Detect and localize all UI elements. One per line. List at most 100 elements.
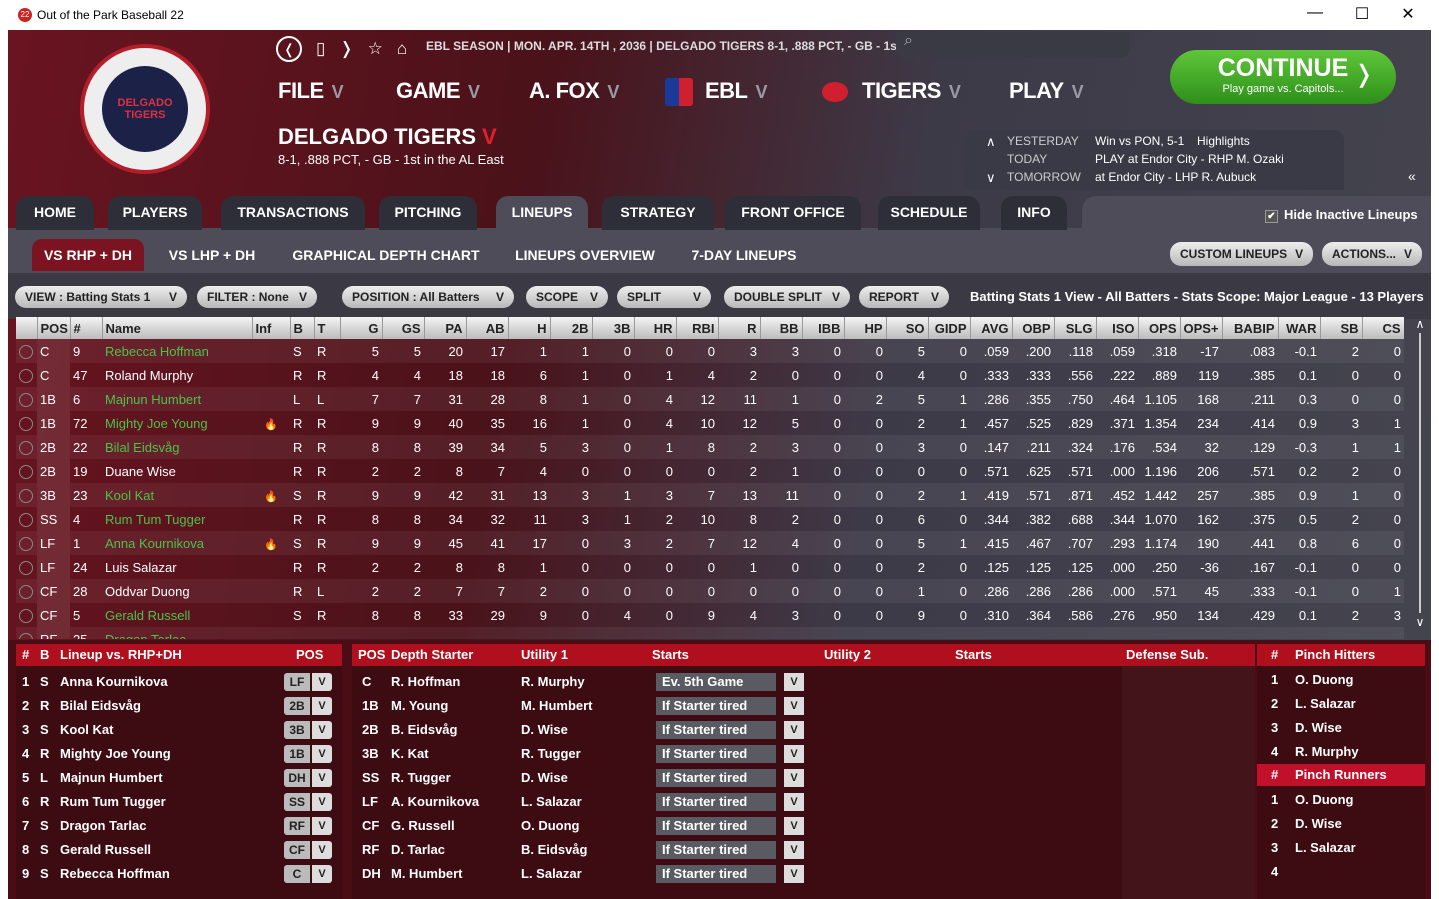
- subtab-4[interactable]: 7-DAY LINEUPS: [691, 247, 797, 263]
- row-radio[interactable]: [19, 608, 33, 623]
- pinch-runner-row[interactable]: 2 D. Wise: [1271, 816, 1342, 831]
- column-header[interactable]: GIDP: [928, 317, 971, 339]
- menu-league[interactable]: EBL V: [665, 78, 767, 107]
- player-name[interactable]: Rum Tum Tugger: [105, 511, 206, 527]
- page-icon[interactable]: ▯: [316, 39, 326, 58]
- lineup-pos[interactable]: SS: [284, 793, 310, 811]
- tab-schedule[interactable]: SCHEDULE: [878, 196, 980, 230]
- actions-button[interactable]: ACTIONS... V: [1322, 242, 1423, 266]
- team-name[interactable]: DELGADO TIGERS V: [278, 124, 497, 149]
- column-header[interactable]: Inf: [252, 317, 291, 339]
- lineup-player[interactable]: Majnun Humbert: [60, 770, 163, 785]
- row-radio[interactable]: [19, 416, 33, 431]
- menu-team[interactable]: TIGERS V: [822, 78, 961, 104]
- starts-dropdown[interactable]: If Starter tired: [656, 841, 776, 859]
- lineup-pos[interactable]: LF: [284, 673, 310, 691]
- column-header[interactable]: HP: [844, 317, 887, 339]
- chevron-down-icon[interactable]: V: [312, 673, 332, 691]
- row-radio[interactable]: [19, 584, 33, 599]
- player-name[interactable]: Roland Murphy: [105, 367, 194, 383]
- chevron-down-icon[interactable]: V: [312, 793, 332, 811]
- chevron-down-icon[interactable]: V: [784, 817, 804, 835]
- lineup-row[interactable]: 7 S Dragon Tarlac RF V: [16, 814, 342, 838]
- starts-dropdown[interactable]: If Starter tired: [656, 793, 776, 811]
- custom-lineups-button[interactable]: CUSTOM LINEUPS V: [1170, 242, 1314, 266]
- chevron-down-icon[interactable]: V: [784, 841, 804, 859]
- collapse-icon[interactable]: «: [1408, 168, 1416, 184]
- chevron-down-icon[interactable]: V: [784, 745, 804, 763]
- column-header[interactable]: BB: [760, 317, 803, 339]
- chevron-down-icon[interactable]: V: [784, 721, 804, 739]
- column-header[interactable]: 2B: [550, 317, 593, 339]
- maximize-button[interactable]: ☐: [1354, 6, 1370, 23]
- up-arrow-icon[interactable]: ∧: [986, 134, 996, 149]
- table-row[interactable]: LF 1 Anna Kournikova 🔥 S R 9 9 45 41 17 0 3 2 7 12 4 0 0 5 1…: [16, 531, 1404, 555]
- row-radio[interactable]: [19, 536, 33, 551]
- menu-play[interactable]: PLAY V: [1009, 78, 1084, 103]
- row-radio[interactable]: [19, 464, 33, 479]
- column-header[interactable]: SLG: [1054, 317, 1097, 339]
- filter-dropdown-1[interactable]: FILTER : None V: [197, 286, 317, 308]
- column-header[interactable]: #: [70, 317, 103, 339]
- depth-starter[interactable]: G. Russell: [391, 818, 455, 833]
- starts-dropdown[interactable]: If Starter tired: [656, 697, 776, 715]
- lineup-player[interactable]: Bilal Eidsvåg: [60, 698, 141, 713]
- player-name[interactable]: Oddvar Duong: [102, 579, 252, 603]
- player-name[interactable]: Luis Salazar: [105, 559, 177, 575]
- table-row[interactable]: 1B 6 Majnun Humbert L L 7 7 31 28 8 1 0 4 12 11 1 0 2 5 1.2…: [16, 387, 1404, 411]
- back-icon[interactable]: ❬: [276, 36, 302, 62]
- depth-starter[interactable]: M. Young: [391, 698, 449, 713]
- lineup-row[interactable]: 2 R Bilal Eidsvåg 2B V: [16, 694, 342, 718]
- lineup-pos[interactable]: 3B: [284, 721, 310, 739]
- table-row[interactable]: 1B 72 Mighty Joe Young 🔥 R R 9 9 40 35 16 1 0 4 10 12 5 0…: [16, 411, 1404, 435]
- tab-players[interactable]: PLAYERS: [108, 196, 202, 230]
- chevron-down-icon[interactable]: V: [312, 721, 332, 739]
- lineup-row[interactable]: 3 S Kool Kat 3B V: [16, 718, 342, 742]
- subtab-2[interactable]: GRAPHICAL DEPTH CHART: [292, 247, 480, 263]
- filter-dropdown-4[interactable]: SPLIT V: [617, 286, 711, 308]
- column-header[interactable]: GS: [382, 317, 425, 339]
- chevron-down-icon[interactable]: V: [312, 841, 332, 859]
- player-name[interactable]: Mighty Joe Young: [105, 415, 208, 431]
- menu-file[interactable]: FILE V: [278, 78, 344, 103]
- row-radio[interactable]: [19, 488, 33, 503]
- player-name[interactable]: Gerald Russell: [105, 607, 191, 623]
- utility1[interactable]: M. Humbert: [521, 698, 593, 713]
- table-row[interactable]: 3B 23 Kool Kat 🔥 S R 9 9 42 31 13 3 1 3 7 13 11 0 0 2 1.419.…: [16, 483, 1404, 507]
- lineup-row[interactable]: 9 S Rebecca Hoffman C V: [16, 862, 342, 886]
- row-radio[interactable]: [19, 440, 33, 455]
- lineup-player[interactable]: Mighty Joe Young: [60, 746, 171, 761]
- lineup-pos[interactable]: DH: [284, 769, 310, 787]
- utility1[interactable]: R. Tugger: [521, 746, 581, 761]
- column-header[interactable]: OPS: [1138, 317, 1181, 339]
- player-name[interactable]: Anna Kournikova: [102, 531, 252, 555]
- utility1[interactable]: R. Murphy: [521, 674, 585, 689]
- lineup-player[interactable]: Kool Kat: [60, 722, 114, 737]
- table-row[interactable]: CF 5 Gerald Russell S R 8 8 33 29 9 0 4 0 9 4 3 0 0 9 0 .310…: [16, 603, 1404, 627]
- row-radio[interactable]: [19, 368, 33, 383]
- minimize-button[interactable]: —: [1307, 4, 1323, 21]
- chevron-down-icon[interactable]: V: [312, 817, 332, 835]
- chevron-down-icon[interactable]: V: [312, 697, 332, 715]
- column-header[interactable]: PA: [424, 317, 467, 339]
- column-header[interactable]: SO: [886, 317, 929, 339]
- player-name[interactable]: Kool Kat: [102, 483, 252, 507]
- chevron-down-icon[interactable]: V: [784, 673, 804, 691]
- pinch-runner-row[interactable]: 1 O. Duong: [1271, 792, 1354, 807]
- subtab-0[interactable]: VS RHP + DH: [32, 239, 144, 271]
- column-header[interactable]: B: [290, 317, 315, 339]
- column-header[interactable]: Name: [102, 317, 253, 339]
- starts-dropdown[interactable]: If Starter tired: [656, 745, 776, 763]
- chevron-down-icon[interactable]: V: [784, 697, 804, 715]
- stats-scrollbar[interactable]: ∧ ∨: [1412, 317, 1428, 639]
- highlights-link[interactable]: Highlights: [1197, 134, 1250, 148]
- utility1[interactable]: D. Wise: [521, 722, 568, 737]
- column-header[interactable]: OBP: [1012, 317, 1055, 339]
- depth-starter[interactable]: K. Kat: [391, 746, 429, 761]
- depth-starter[interactable]: R. Hoffman: [391, 674, 461, 689]
- starts-dropdown[interactable]: If Starter tired: [656, 865, 776, 883]
- depth-starter[interactable]: B. Eidsvåg: [391, 722, 458, 737]
- tab-lineups[interactable]: LINEUPS: [496, 196, 588, 230]
- pinch-hitter-row[interactable]: 4 R. Murphy: [1271, 744, 1359, 759]
- row-radio[interactable]: [19, 344, 33, 359]
